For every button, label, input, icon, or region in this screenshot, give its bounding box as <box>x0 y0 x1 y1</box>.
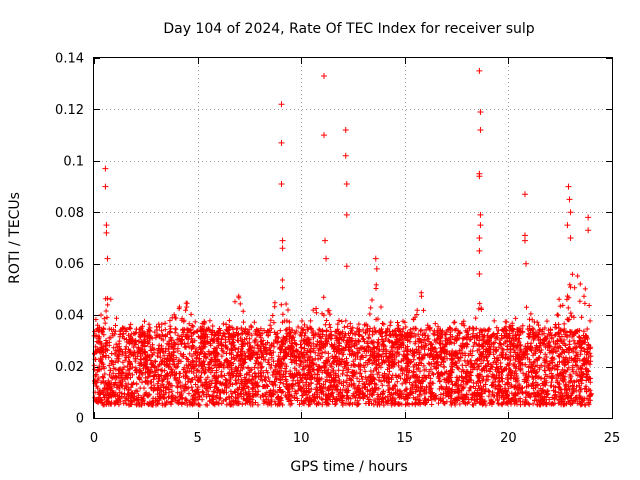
outlier-point <box>477 211 484 218</box>
baseline-points <box>91 271 594 408</box>
outlier-point <box>320 132 327 139</box>
x-axis-label: GPS time / hours <box>290 459 407 475</box>
outlier-point <box>372 255 379 262</box>
x-tick-label: 15 <box>397 431 414 446</box>
outlier-point <box>343 263 350 270</box>
outlier-point <box>103 229 110 236</box>
outlier-point <box>521 191 528 198</box>
tick-labels: 0 5 10 15 20 25 0 0.02 0.04 0.06 0.08 0.1 0.12 0.14 <box>55 52 620 447</box>
outlier-point <box>323 255 330 262</box>
y-tick-label: 0.04 <box>55 309 84 324</box>
chart-title: Day 104 of 2024, Rate Of TEC Index for r… <box>163 21 534 37</box>
outlier-point <box>521 232 528 239</box>
y-tick-label: 0.12 <box>55 103 84 118</box>
outlier-point <box>477 109 484 115</box>
outlier-point <box>564 222 571 229</box>
outlier-point <box>476 271 483 277</box>
x-tick-label: 10 <box>293 431 310 446</box>
outlier-point <box>104 255 111 262</box>
outlier-point <box>373 265 380 272</box>
outlier-point <box>567 235 574 241</box>
outlier-point <box>476 247 483 254</box>
outlier-point <box>102 165 109 172</box>
outlier-point <box>102 183 109 190</box>
outlier-point <box>477 222 484 229</box>
outlier-point <box>278 181 285 187</box>
outlier-point <box>566 196 573 203</box>
y-tick-label: 0.08 <box>55 206 84 221</box>
outlier-point <box>322 237 329 244</box>
x-tick-label: 25 <box>604 431 621 446</box>
outlier-point <box>320 73 327 79</box>
outlier-point <box>279 237 286 244</box>
outlier-point <box>476 235 483 241</box>
y-tick-label: 0.1 <box>63 154 84 169</box>
outlier-point <box>523 260 530 267</box>
data-points <box>91 67 594 408</box>
plot-frame <box>93 57 613 419</box>
y-tick-label: 0.06 <box>55 257 84 272</box>
outlier-point <box>565 183 572 190</box>
y-tick-label: 0.14 <box>55 52 84 67</box>
outlier-point <box>476 173 483 180</box>
outlier-point <box>585 227 592 234</box>
outlier-point <box>278 101 285 108</box>
outlier-point <box>567 209 574 216</box>
x-tick-label: 0 <box>90 431 98 446</box>
outlier-point <box>521 237 528 244</box>
outlier-point <box>278 139 285 146</box>
outlier-point <box>342 152 349 159</box>
outlier-point <box>343 211 350 218</box>
y-axis-label: ROTI / TECUs <box>7 192 23 284</box>
outlier-point <box>103 222 110 229</box>
y-tick-label: 0 <box>76 412 84 427</box>
outlier-point <box>476 67 483 74</box>
x-tick-label: 20 <box>500 431 517 446</box>
outlier-point <box>342 127 349 133</box>
outlier-point <box>585 214 592 221</box>
outlier-point <box>279 245 286 252</box>
outlier-point <box>343 181 350 187</box>
outlier-point <box>477 127 484 133</box>
x-tick-label: 5 <box>193 431 201 446</box>
y-tick-label: 0.02 <box>55 360 84 375</box>
